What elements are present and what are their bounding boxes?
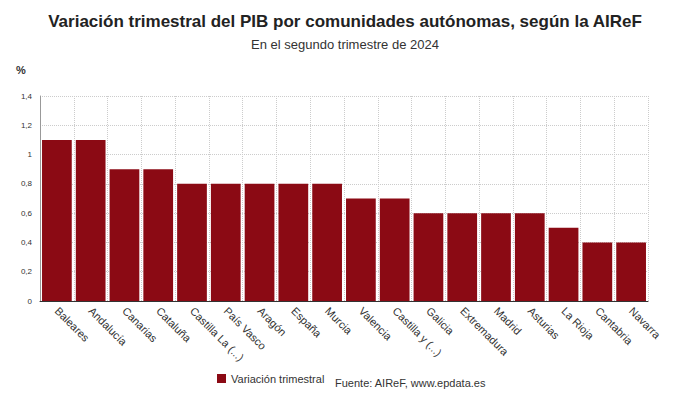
svg-text:1: 1 bbox=[28, 150, 33, 159]
svg-text:Navarra: Navarra bbox=[627, 305, 664, 342]
svg-text:1,4: 1,4 bbox=[21, 92, 33, 101]
svg-text:0,6: 0,6 bbox=[21, 209, 33, 218]
svg-text:Madrid: Madrid bbox=[492, 305, 524, 337]
svg-text:%: % bbox=[16, 64, 26, 76]
svg-text:0,2: 0,2 bbox=[21, 267, 33, 276]
svg-text:Asturias: Asturias bbox=[526, 305, 563, 342]
svg-text:1,2: 1,2 bbox=[21, 121, 33, 130]
svg-text:La Rioja: La Rioja bbox=[559, 305, 597, 343]
svg-text:España: España bbox=[289, 305, 324, 340]
svg-text:Canarias: Canarias bbox=[120, 305, 160, 345]
svg-text:Galicia: Galicia bbox=[424, 305, 457, 338]
svg-text:En el segundo trimestre de 202: En el segundo trimestre de 2024 bbox=[251, 37, 439, 52]
svg-text:Andalucía: Andalucía bbox=[86, 304, 130, 348]
svg-text:Baleares: Baleares bbox=[53, 305, 92, 344]
svg-text:0,4: 0,4 bbox=[21, 238, 33, 247]
svg-text:Fuente: AIReF, www.epdata.es: Fuente: AIReF, www.epdata.es bbox=[335, 377, 486, 389]
svg-text:Variación trimestral: Variación trimestral bbox=[231, 373, 324, 385]
svg-text:País Vasco: País Vasco bbox=[221, 304, 269, 352]
svg-text:Extremadura: Extremadura bbox=[458, 304, 511, 358]
svg-text:Murcia: Murcia bbox=[323, 305, 355, 337]
svg-text:Cantabria: Cantabria bbox=[593, 304, 636, 347]
svg-text:Castilla y (...): Castilla y (...) bbox=[390, 304, 445, 359]
svg-text:Cataluña: Cataluña bbox=[154, 305, 194, 345]
svg-text:Valencia: Valencia bbox=[357, 305, 395, 343]
svg-text:0,8: 0,8 bbox=[21, 179, 33, 188]
svg-text:Variación trimestral del PIB p: Variación trimestral del PIB por comunid… bbox=[48, 12, 642, 31]
svg-text:0: 0 bbox=[28, 297, 33, 306]
svg-text:Castilla La (...): Castilla La (...) bbox=[187, 304, 247, 364]
svg-text:Aragón: Aragón bbox=[255, 305, 289, 339]
